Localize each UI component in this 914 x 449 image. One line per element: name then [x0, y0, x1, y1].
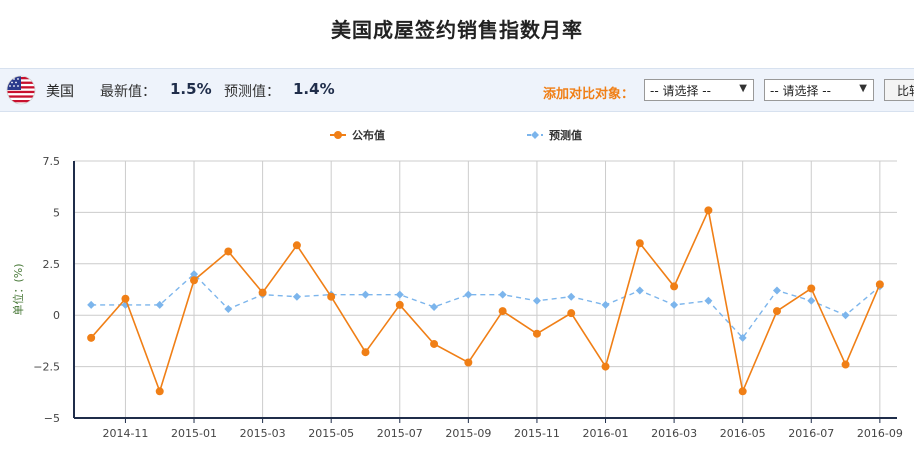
chart-area: 7.5 5 2.5 0 −2.5 −5 2014-11 2015-01 2015-03 2015-… — [0, 112, 914, 449]
y-tick-label: 5 — [53, 206, 60, 219]
published-point — [361, 348, 370, 357]
published-point — [567, 309, 576, 318]
y-tick-label: 0 — [53, 309, 60, 322]
info-bar: 美国 最新值： 1.5% 预测值： 1.4% 添加对比对象： -- 请选择 --… — [0, 68, 914, 112]
forecast-series-line — [91, 273, 881, 339]
latest-value: 1.5% — [170, 80, 212, 98]
published-point — [738, 387, 747, 396]
published-point — [704, 206, 713, 215]
published-point — [87, 333, 96, 342]
x-tick-label: 2015-07 — [377, 427, 423, 440]
compare-button[interactable]: 比较 — [884, 79, 914, 101]
us-flag-icon — [6, 75, 36, 105]
chevron-down-icon: ▼ — [859, 83, 867, 94]
line-chart: 7.5 5 2.5 0 −2.5 −5 2014-11 2015-01 2015-03 2015-… — [11, 128, 903, 440]
forecast-point — [532, 296, 541, 305]
published-point — [635, 239, 644, 248]
x-tick-label: 2016-01 — [583, 427, 629, 440]
forecast-point — [841, 311, 850, 320]
compare-select-1[interactable]: -- 请选择 -- ▼ — [644, 79, 754, 101]
legend-label: 预测值 — [549, 128, 582, 142]
x-tick-label: 2016-07 — [788, 427, 834, 440]
legend-label: 公布值 — [352, 128, 385, 142]
forecast-point — [772, 286, 781, 295]
x-tick-label: 2015-03 — [240, 427, 286, 440]
forecast-point — [395, 290, 404, 299]
x-tick-label: 2016-05 — [720, 427, 766, 440]
published-point — [121, 294, 130, 303]
chevron-down-icon: ▼ — [739, 83, 747, 94]
published-point — [190, 276, 199, 285]
published-point — [807, 284, 816, 293]
forecast-point — [635, 286, 644, 295]
published-point — [601, 362, 610, 371]
forecast-point — [292, 292, 301, 301]
published-point — [292, 241, 301, 250]
forecast-point — [567, 292, 576, 301]
forecast-point — [190, 270, 199, 279]
country-name: 美国 — [46, 84, 74, 100]
legend-marker — [531, 131, 539, 139]
forecast-point — [464, 290, 473, 299]
published-point — [875, 280, 884, 289]
published-point — [841, 360, 850, 369]
y-tick-label: −2.5 — [33, 361, 60, 374]
compare-select-2-value: -- 请选择 -- — [770, 84, 831, 98]
x-tick-label: 2016-03 — [651, 427, 697, 440]
forecast-point — [87, 300, 96, 309]
x-tick-label: 2015-09 — [445, 427, 491, 440]
forecast-point — [738, 333, 747, 342]
published-point — [155, 387, 164, 396]
forecast-point — [704, 296, 713, 305]
forecast-point — [670, 300, 679, 309]
forecast-point — [601, 300, 610, 309]
published-point — [430, 339, 439, 348]
published-point — [327, 292, 336, 301]
compare-select-2[interactable]: -- 请选择 -- ▼ — [764, 79, 874, 101]
published-point — [224, 247, 233, 256]
forecast-value: 1.4% — [293, 80, 335, 98]
compare-select-1-value: -- 请选择 -- — [650, 84, 711, 98]
x-tick-label: 2015-01 — [171, 427, 217, 440]
x-tick-label: 2016-09 — [857, 427, 903, 440]
legend-marker — [334, 131, 342, 139]
x-tick-label: 2015-05 — [308, 427, 354, 440]
published-point — [498, 307, 507, 316]
forecast-point — [121, 300, 130, 309]
y-tick-label: −5 — [44, 412, 60, 425]
published-point — [532, 329, 541, 338]
forecast-point — [807, 296, 816, 305]
page-title: 美国成屋签约销售指数月率 — [331, 18, 583, 42]
legend-item: 公布值 — [330, 128, 385, 142]
x-tick-label: 2014-11 — [102, 427, 148, 440]
published-point — [395, 300, 404, 309]
forecast-value-label: 预测值： — [224, 84, 280, 100]
forecast-point — [155, 300, 164, 309]
y-tick-label: 7.5 — [43, 155, 61, 168]
forecast-point — [498, 290, 507, 299]
latest-value-label: 最新值： — [100, 84, 156, 100]
published-point — [670, 282, 679, 291]
published-point — [772, 307, 781, 316]
forecast-point — [224, 305, 233, 314]
x-tick-label: 2015-11 — [514, 427, 560, 440]
add-compare-label: 添加对比对象： — [543, 87, 635, 102]
y-tick-label: 2.5 — [43, 258, 61, 271]
forecast-point — [430, 302, 439, 311]
published-point — [464, 358, 473, 367]
published-point — [258, 288, 267, 297]
y-axis-label: 单位：(%) — [11, 263, 25, 315]
published-series-line — [90, 207, 881, 395]
legend-item: 预测值 — [527, 128, 582, 142]
forecast-point — [361, 290, 370, 299]
